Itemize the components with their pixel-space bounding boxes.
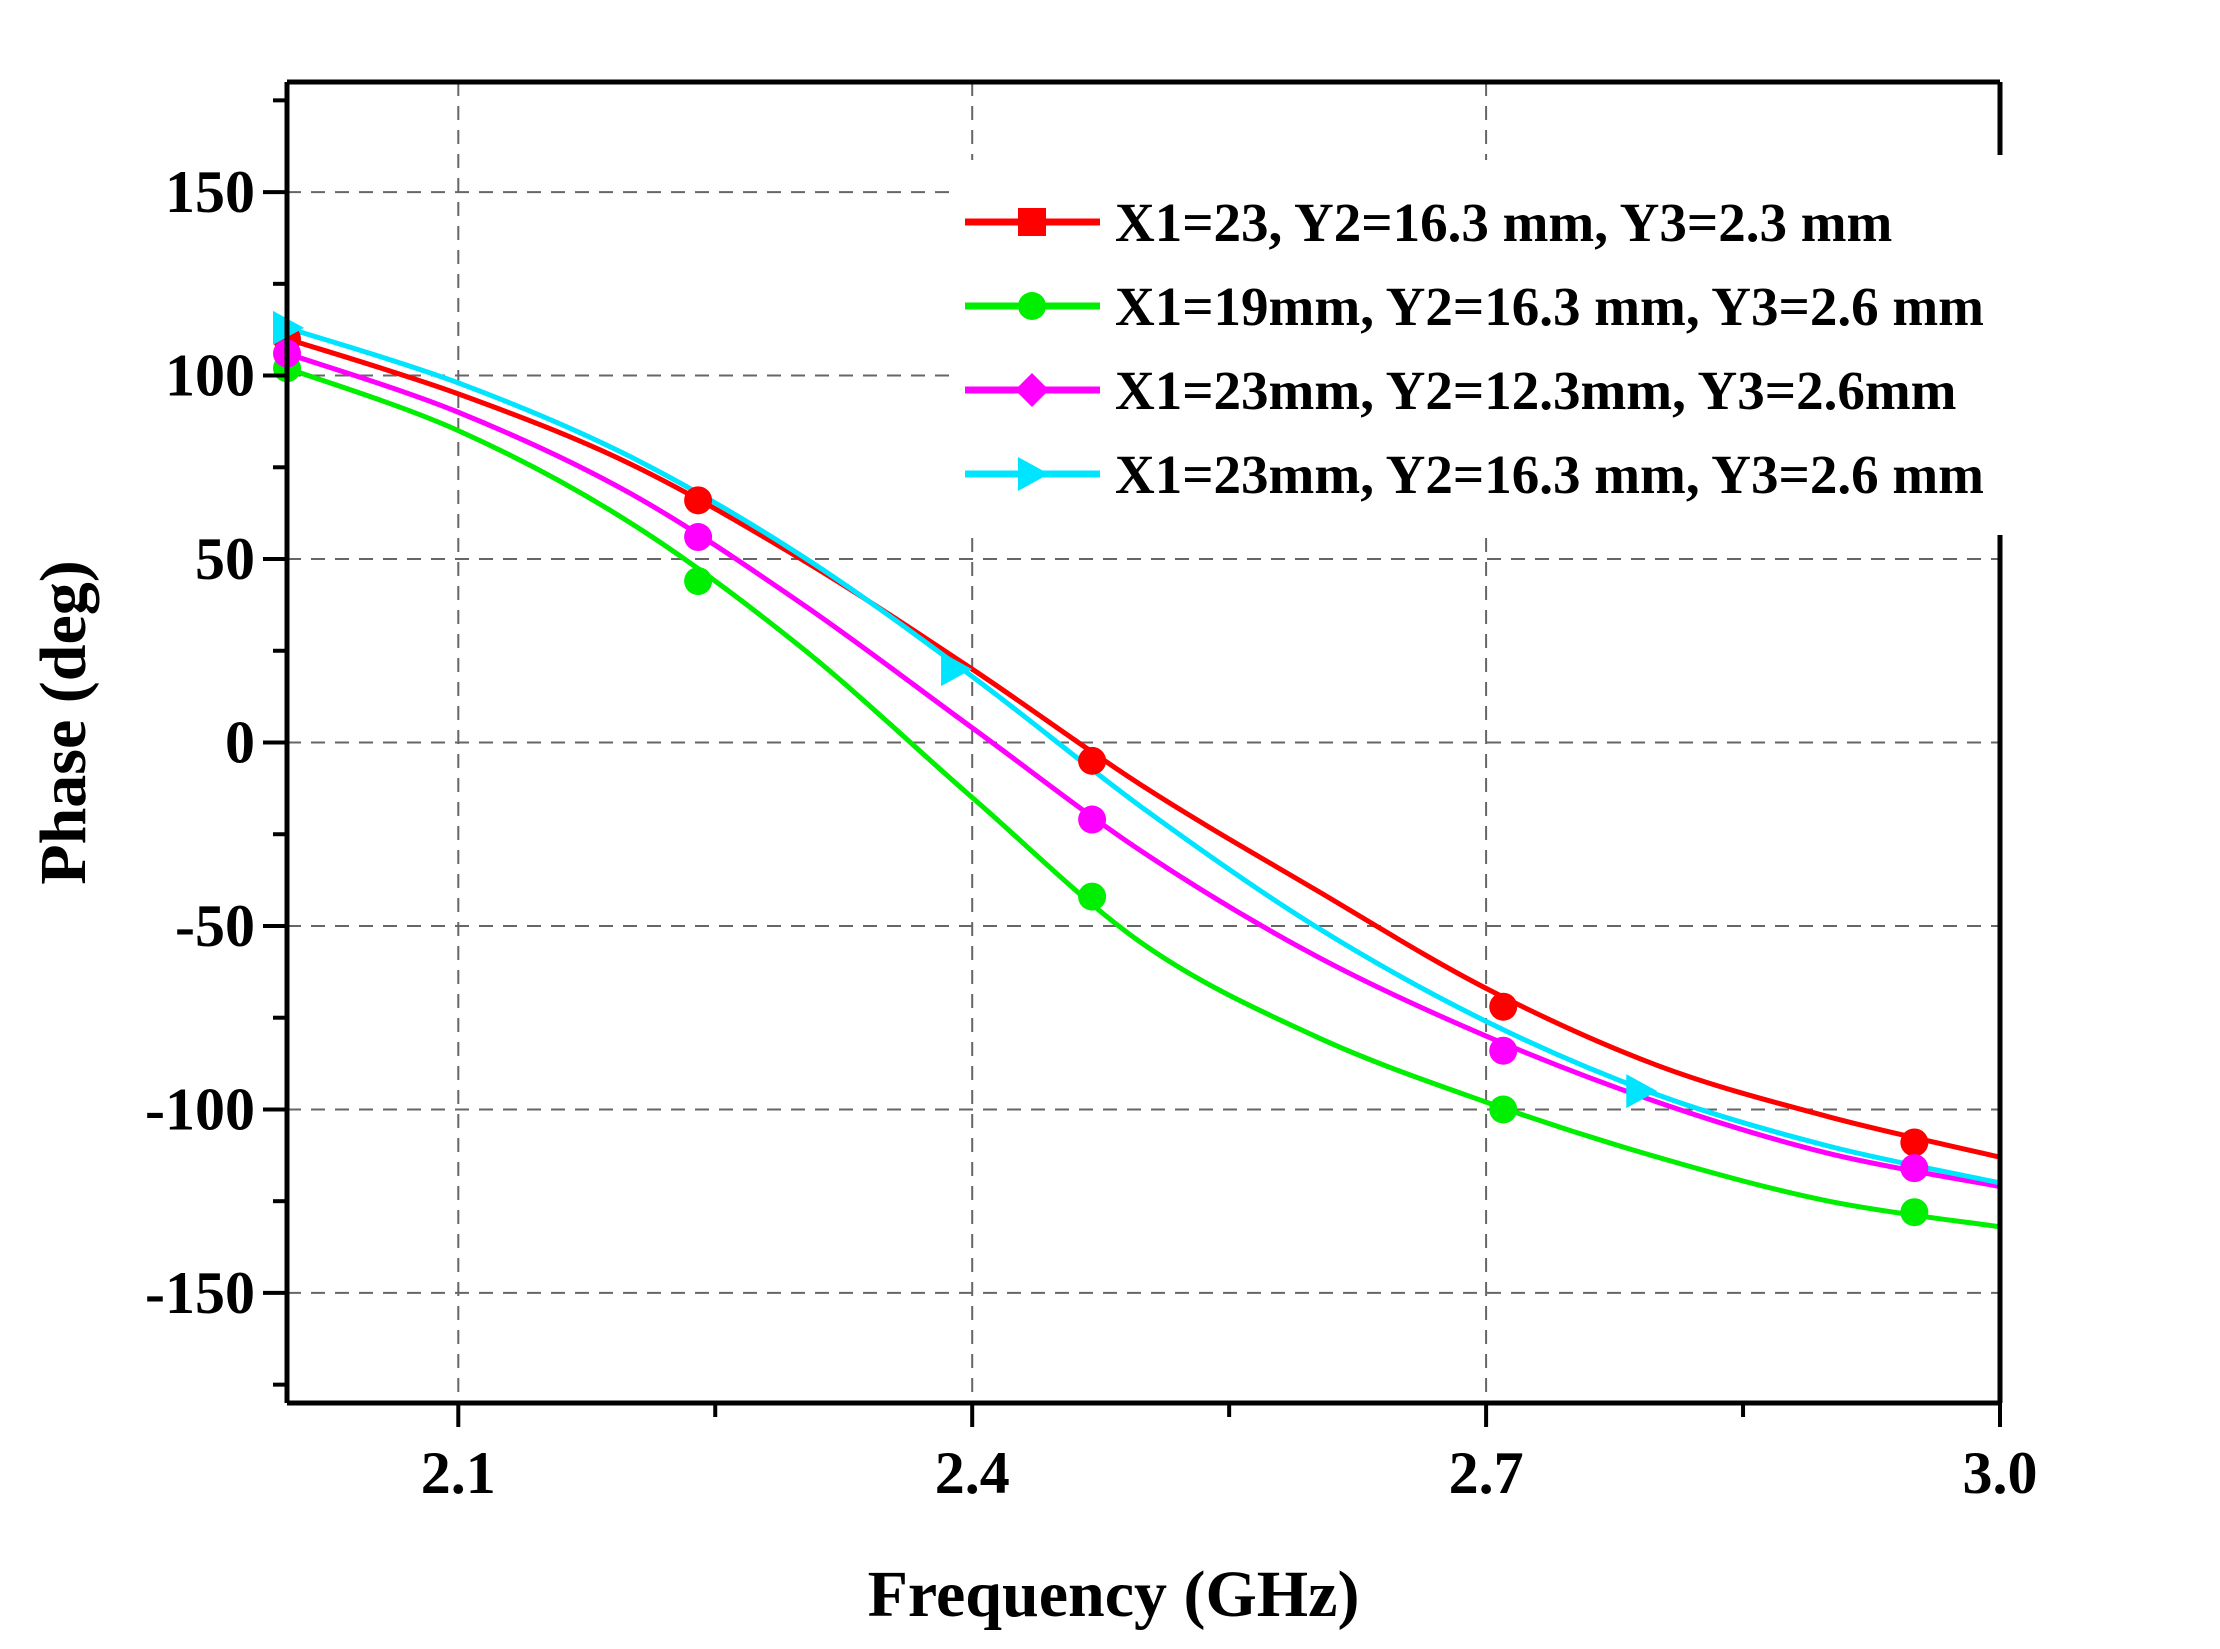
- series-1-marker: [1078, 746, 1107, 775]
- series-line-4: [284, 325, 2003, 1186]
- legend-label-2: X1=19mm, Y2=16.3 mm, Y3=2.6 mm: [1115, 276, 1984, 337]
- legend: X1=23, Y2=16.3 mm, Y3=2.3 mm X1=19mm, Y2=…: [965, 192, 1984, 505]
- y-tick-label: 150: [165, 159, 255, 225]
- legend-label-1: X1=23, Y2=16.3 mm, Y3=2.3 mm: [1115, 192, 1892, 253]
- series-line-2: [284, 365, 2003, 1230]
- x-tick-label: 3.0: [1963, 1440, 2038, 1506]
- y-tick-label: -100: [145, 1076, 255, 1142]
- series-line-3: [284, 351, 2003, 1189]
- x-tick-label: 2.4: [935, 1440, 1010, 1506]
- y-tick-label: -50: [175, 893, 255, 959]
- series-3-marker: [1489, 1036, 1518, 1065]
- series-4-marker: [1626, 1074, 1658, 1109]
- x-tick-label: 2.7: [1449, 1440, 1524, 1506]
- x-tick-labels: 2.1 2.4 2.7 3.0: [421, 1440, 2038, 1506]
- series-1-marker: [1489, 992, 1518, 1021]
- legend-marker-4: [1018, 457, 1049, 491]
- legend-marker-2: [1018, 292, 1046, 320]
- series-4-marker: [941, 652, 973, 687]
- y-tick-label: 100: [165, 343, 255, 409]
- series-3-marker: [684, 523, 713, 552]
- series-2-marker: [684, 567, 713, 596]
- legend-marker-3: [1015, 373, 1049, 407]
- legend-background: [955, 160, 2000, 530]
- y-tick-label: -150: [145, 1260, 255, 1326]
- series-2-marker: [1078, 882, 1107, 911]
- y-axis-title: Phase (deg): [27, 560, 100, 884]
- series-1-marker: [684, 486, 713, 515]
- series-2-marker: [1900, 1198, 1929, 1227]
- y-tick-label: 50: [195, 526, 255, 592]
- y-tick-label: 0: [225, 710, 255, 776]
- legend-label-3: X1=23mm, Y2=12.3mm, Y3=2.6mm: [1115, 360, 1957, 421]
- legend-marker-1: [1018, 208, 1046, 236]
- series-3-marker: [1078, 805, 1107, 834]
- x-axis-title: Frequency (GHz): [868, 1558, 1360, 1631]
- x-tick-label: 2.1: [421, 1440, 496, 1506]
- series-1-marker: [1900, 1128, 1929, 1157]
- series-2-marker: [1489, 1095, 1518, 1124]
- series-layer: [273, 310, 2003, 1230]
- series-line-1: [284, 336, 2003, 1160]
- legend-label-4: X1=23mm, Y2=16.3 mm, Y3=2.6 mm: [1115, 444, 1984, 505]
- series-3-marker: [1900, 1154, 1929, 1183]
- y-tick-labels: 150 100 50 0 -50 -100 -150: [145, 159, 255, 1326]
- tick-marks: [263, 98, 2002, 1427]
